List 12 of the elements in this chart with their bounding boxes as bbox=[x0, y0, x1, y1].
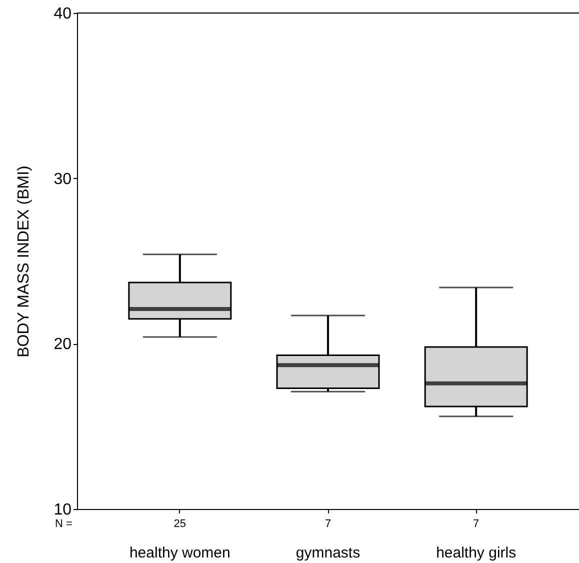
text: 7 bbox=[473, 518, 480, 530]
x-tick-label: gymnasts bbox=[296, 544, 360, 562]
text: 7 bbox=[324, 518, 332, 530]
y-tick-label: 10 bbox=[54, 502, 72, 518]
x-tick-label: healthy women bbox=[129, 544, 230, 562]
y-tick-label: 40 bbox=[54, 6, 72, 22]
text: N = bbox=[55, 518, 72, 530]
y-tick-label: 20 bbox=[54, 336, 72, 354]
y-axis-title: BODY MASS INDEX (BMI) bbox=[16, 166, 33, 358]
y-tick-label: 30 bbox=[54, 170, 72, 188]
x-tick-label: healthy girls bbox=[436, 544, 516, 562]
text: 25 bbox=[174, 518, 186, 530]
